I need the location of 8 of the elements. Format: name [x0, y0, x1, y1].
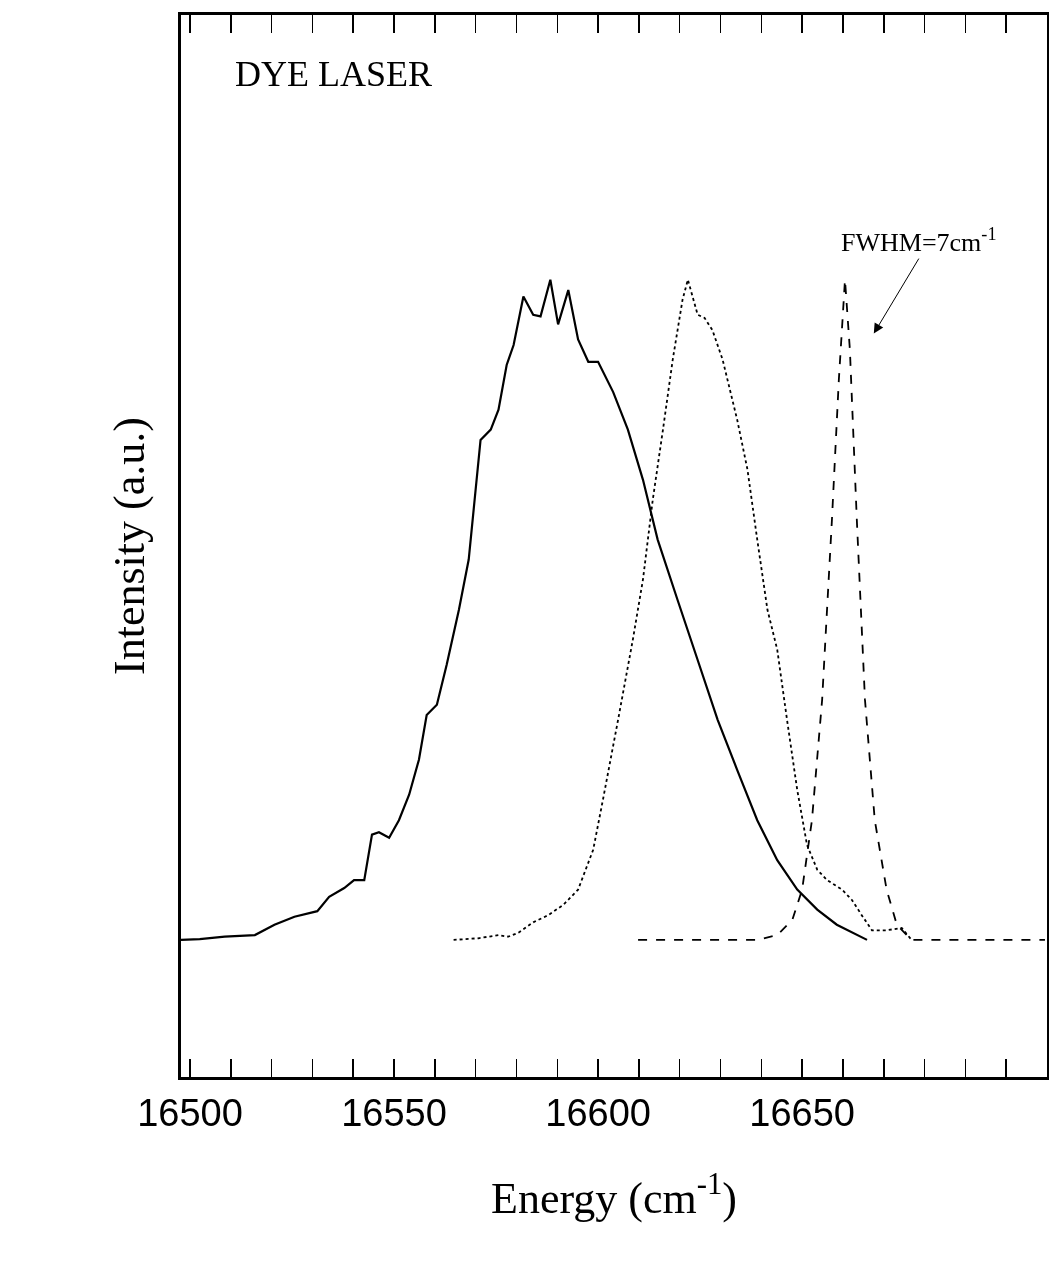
text: DYE LASER — [235, 54, 432, 94]
x-tick-label: 16600 — [545, 1091, 651, 1134]
x-tick-label: 16550 — [341, 1091, 447, 1134]
x-tick-label: 16650 — [749, 1091, 855, 1134]
x-axis-title: Energy (cm$^{-1}$) — [491, 1167, 737, 1223]
y-axis-title: Intensity (a.u.) — [105, 417, 155, 675]
text: FWHM=7cm$^{-1}$ — [841, 224, 997, 257]
x-tick-label: 16500 — [137, 1091, 243, 1134]
